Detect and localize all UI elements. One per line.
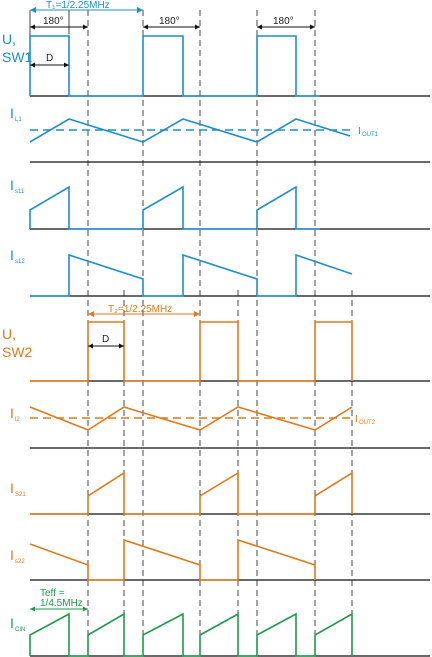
phase-guides — [88, 10, 352, 656]
trace-il1 — [30, 119, 430, 162]
trace-il2 — [30, 407, 430, 448]
trace-u-sw2 — [30, 322, 430, 381]
trace-label-is22: I — [10, 547, 14, 563]
trace-sub-is12: s12 — [15, 259, 25, 265]
arrowhead — [195, 25, 200, 30]
waveform-is21 — [30, 473, 352, 514]
waveform-u-sw2 — [30, 322, 352, 381]
level-label-il1: I — [358, 126, 361, 137]
arrowhead — [83, 607, 88, 612]
t1-label: T₁=1/2.25MHz — [46, 0, 110, 11]
arrowhead — [194, 311, 200, 317]
waveform-is11 — [30, 187, 320, 229]
t2-annotation: T₂=1/2.25MHz — [88, 304, 200, 317]
teff-annotation: Teff = 1/4.5MHz — [30, 588, 88, 612]
waveform-is22 — [30, 540, 315, 580]
arrowhead — [83, 25, 88, 30]
trace-sub-icin: CIN — [15, 627, 25, 633]
trace-label-u-sw1: U, — [2, 31, 16, 47]
t1-annotation: T₁=1/2.25MHz — [30, 0, 143, 13]
trace-label-u-sw2: U, — [2, 326, 16, 342]
trace-u-sw1 — [30, 36, 430, 96]
duty-label-2: D — [102, 334, 109, 345]
level-sub-il2: OUT2 — [359, 420, 376, 426]
arrowhead — [30, 7, 36, 13]
arrowhead — [30, 607, 35, 612]
trace-label-is11: I — [10, 177, 14, 193]
phase-annotations: 180° 180° 180° — [30, 16, 315, 30]
phase-label-3: 180° — [273, 16, 294, 27]
waveform-u-sw1 — [30, 36, 320, 96]
trace-sub-il1: L1 — [15, 117, 22, 123]
trace-sub-is11: s11 — [15, 189, 25, 195]
waveform-is12 — [30, 255, 352, 296]
duty-annotation-2: D — [88, 334, 124, 349]
waveform-icin — [30, 614, 352, 656]
level-sub-il1: OUT1 — [362, 132, 379, 138]
trace-is22 — [30, 540, 430, 580]
teff-label-line2: 1/4.5MHz — [40, 598, 83, 609]
level-label-il2: I — [355, 414, 358, 425]
arrowhead — [310, 25, 315, 30]
arrowhead — [88, 311, 94, 317]
phase-label-2: 180° — [159, 16, 180, 27]
arrowhead — [137, 7, 143, 13]
t2-label: T₂=1/2.25MHz — [108, 304, 172, 315]
trace-label2-u-sw1: SW1 — [2, 49, 33, 65]
trace-label-is21: I — [10, 480, 14, 496]
trace-sub-is22: s22 — [15, 559, 25, 565]
trace-icin — [30, 614, 430, 656]
trace-is12 — [30, 255, 430, 296]
arrowhead — [30, 25, 35, 30]
trace-label-icin: I — [10, 615, 14, 631]
arrowhead — [143, 25, 148, 30]
duty-label-1: D — [46, 53, 53, 64]
trace-sub-is21: S21 — [15, 492, 26, 498]
trace-is21 — [30, 473, 430, 514]
trace-sub-il2: l2 — [15, 417, 20, 423]
trace-label2-u-sw2: SW2 — [2, 344, 33, 360]
trace-label-il2: I — [10, 405, 14, 421]
trace-label-il1: I — [10, 105, 14, 121]
phase-label-1: 180° — [43, 16, 64, 27]
trace-label-is12: I — [10, 247, 14, 263]
arrowhead — [257, 25, 262, 30]
trace-is11 — [30, 187, 430, 229]
duty-annotation-1: D — [30, 53, 69, 68]
